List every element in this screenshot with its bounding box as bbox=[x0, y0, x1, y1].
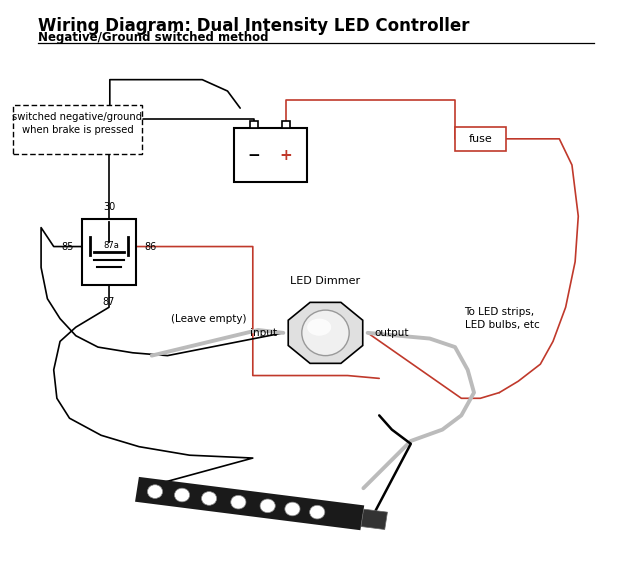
Ellipse shape bbox=[302, 310, 349, 356]
Bar bbox=[455, 127, 506, 151]
Text: output: output bbox=[374, 328, 408, 338]
Text: 85: 85 bbox=[61, 242, 74, 251]
Bar bbox=[282, 121, 290, 128]
Polygon shape bbox=[361, 509, 387, 530]
Text: 87: 87 bbox=[103, 297, 115, 307]
Bar bbox=[234, 128, 307, 182]
Polygon shape bbox=[288, 302, 363, 364]
Circle shape bbox=[174, 488, 190, 502]
Circle shape bbox=[202, 492, 217, 505]
Bar bbox=[250, 121, 258, 128]
FancyBboxPatch shape bbox=[13, 105, 142, 154]
Text: Wiring Diagram: Dual Intensity LED Controller: Wiring Diagram: Dual Intensity LED Contr… bbox=[38, 17, 470, 35]
Text: To LED strips,
LED bulbs, etc: To LED strips, LED bulbs, etc bbox=[465, 307, 539, 330]
Circle shape bbox=[285, 502, 300, 516]
Ellipse shape bbox=[307, 319, 331, 336]
Text: switched negative/ground
when brake is pressed: switched negative/ground when brake is p… bbox=[13, 112, 142, 135]
Text: Negative/Ground switched method: Negative/Ground switched method bbox=[38, 31, 269, 44]
Text: −: − bbox=[248, 147, 260, 163]
Text: 86: 86 bbox=[144, 242, 156, 251]
Bar bbox=[82, 219, 136, 284]
Polygon shape bbox=[135, 477, 364, 530]
Circle shape bbox=[147, 485, 162, 498]
Circle shape bbox=[310, 505, 325, 519]
Text: fuse: fuse bbox=[468, 134, 492, 144]
Text: input: input bbox=[250, 328, 277, 338]
Text: +: + bbox=[280, 147, 293, 163]
Text: LED Dimmer: LED Dimmer bbox=[291, 275, 360, 286]
Text: (Leave empty): (Leave empty) bbox=[171, 314, 246, 324]
Circle shape bbox=[231, 495, 246, 509]
Text: 30: 30 bbox=[103, 202, 115, 212]
Circle shape bbox=[260, 499, 276, 513]
Text: 87a: 87a bbox=[104, 241, 119, 250]
